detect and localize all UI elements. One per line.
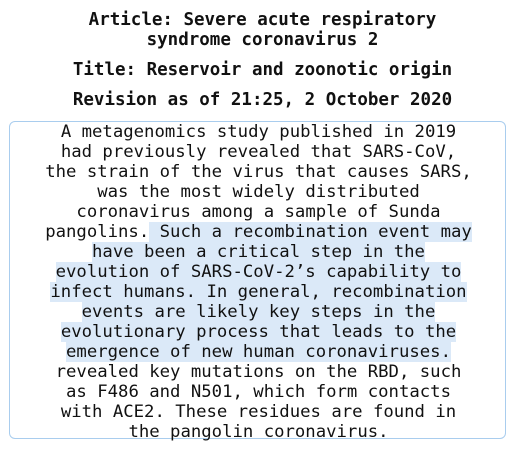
passage-text-before: A metagenomics study published in 2019 h… <box>45 122 472 242</box>
passage-highlight: Such a recombination event may have been… <box>50 222 472 362</box>
article-title: Article: Severe acute respiratory syndro… <box>88 10 437 50</box>
passage-text: A metagenomics study published in 2019 h… <box>16 122 501 442</box>
section-title: Title: Reservoir and zoonotic origin <box>72 60 453 80</box>
revision-label: Revision as of 21:25, 2 October 2020 <box>72 90 453 110</box>
passage-text-after: revealed key mutations on the RBD, such … <box>55 362 462 442</box>
passage-box: A metagenomics study published in 2019 h… <box>9 121 506 442</box>
